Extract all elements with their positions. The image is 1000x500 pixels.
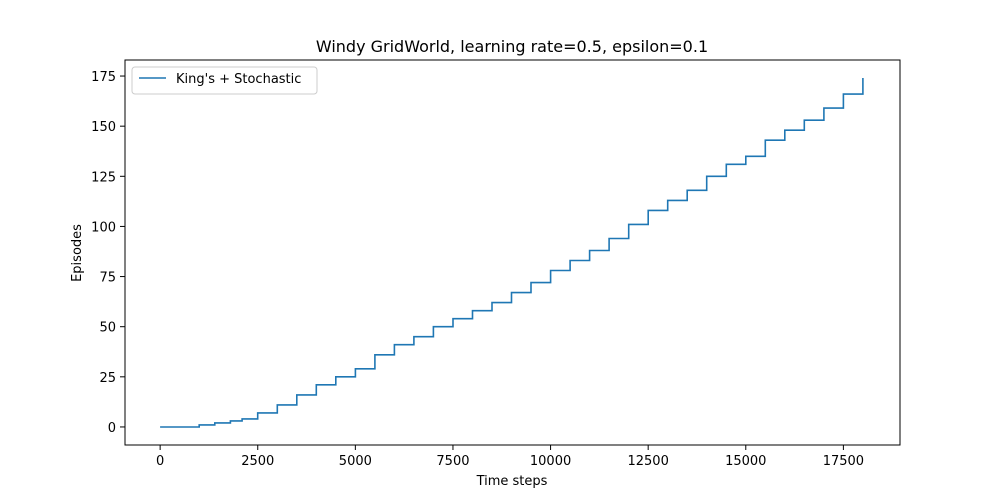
legend-label: King's + Stochastic [176,72,301,87]
y-tick-label: 50 [99,321,116,336]
x-tick-label: 5000 [339,454,372,469]
y-axis-label: Episodes [70,224,85,282]
y-tick-label: 125 [91,170,116,185]
x-tick-label: 12500 [627,454,668,469]
x-axis-label: Time steps [476,474,548,489]
x-tick-label: 2500 [241,454,274,469]
y-tick-label: 25 [99,371,116,386]
y-tick-label: 75 [99,271,116,286]
y-tick-label: 150 [91,120,116,135]
x-tick-label: 0 [156,454,164,469]
plot-area [160,78,864,428]
y-tick-label: 0 [108,421,116,436]
y-axis: 0 25 50 75 100 125 150 175 [91,70,125,436]
x-axis: 0 2500 5000 7500 10000 12500 15000 17500 [156,445,864,469]
y-tick-label: 175 [91,70,116,85]
x-tick-label: 10000 [530,454,571,469]
legend-box [131,66,318,95]
legend: King's + Stochastic [131,66,318,95]
chart-title: Windy GridWorld, learning rate=0.5, epsi… [316,37,708,56]
x-tick-label: 15000 [725,454,766,469]
series-line [160,78,864,428]
x-tick-label: 7500 [436,454,469,469]
plot-frame [124,59,901,446]
y-tick-label: 100 [91,220,116,235]
x-tick-label: 17500 [823,454,864,469]
